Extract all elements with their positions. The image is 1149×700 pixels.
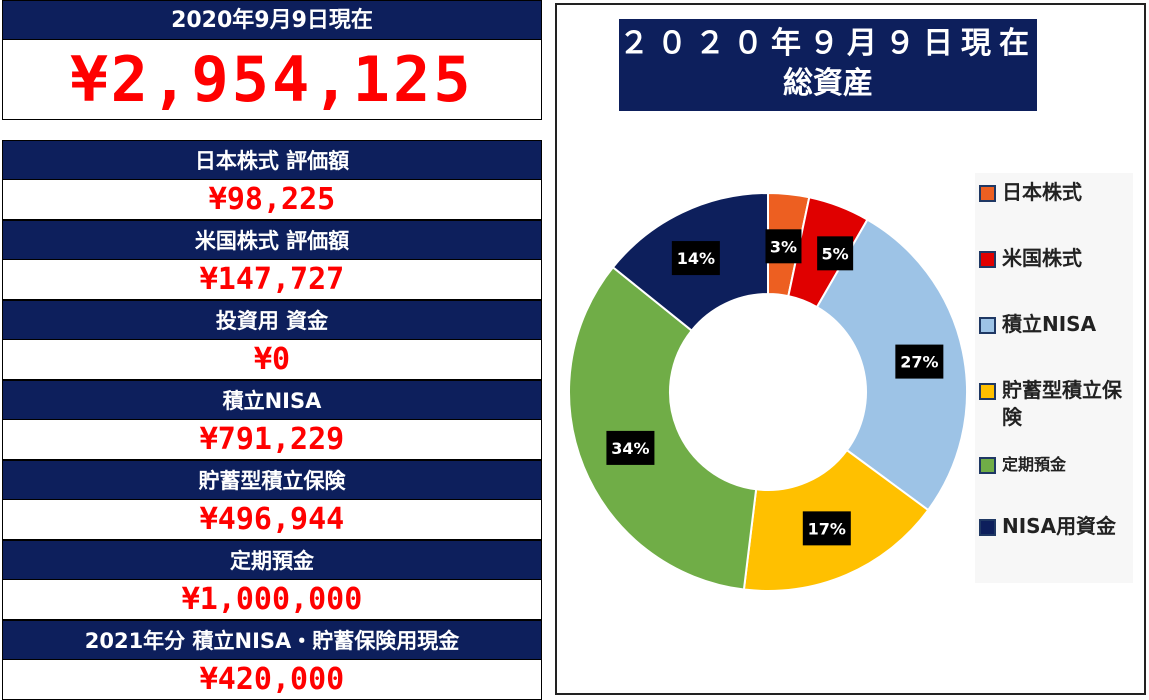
asset-label: 2021年分 積立NISA・貯蓄保険用現金 bbox=[2, 620, 542, 660]
legend-label: 貯蓄型積立保険 bbox=[1002, 378, 1122, 429]
data-label-text: 27% bbox=[900, 353, 938, 372]
data-label: 27% bbox=[895, 344, 944, 379]
chart-title-main: 総資産 bbox=[783, 66, 873, 101]
asset-value: ¥496,944 bbox=[2, 500, 542, 540]
asset-label: 投資用 資金 bbox=[2, 300, 542, 340]
data-label-box bbox=[802, 511, 851, 546]
data-label-box bbox=[765, 229, 802, 264]
legend-label: 日本株式 bbox=[1002, 180, 1082, 204]
asset-label: 積立NISA bbox=[2, 380, 542, 420]
data-label-box bbox=[817, 236, 854, 271]
chart-panel: ２０２０年９月９日現在 総資産 3% 5% 27% 17% 34% 14% 日本株式米国株… bbox=[555, 3, 1146, 695]
asset-summary-panel: 2020年9月9日現在 ¥2,954,125 日本株式 評価額 ¥98,225 … bbox=[2, 0, 542, 700]
data-label-text: 14% bbox=[677, 249, 715, 268]
legend-label: 米国株式 bbox=[1002, 246, 1082, 270]
legend-swatch bbox=[979, 519, 996, 536]
legend-swatch bbox=[979, 457, 996, 474]
data-label: 5% bbox=[817, 236, 854, 271]
asset-label: 定期預金 bbox=[2, 540, 542, 580]
legend-label: NISA用資金 bbox=[1002, 514, 1117, 538]
legend-item: NISA用資金 bbox=[979, 513, 1130, 540]
legend-swatch bbox=[979, 251, 996, 268]
data-label-box bbox=[606, 430, 655, 465]
legend-swatch bbox=[979, 185, 996, 202]
legend-item: 日本株式 bbox=[979, 179, 1130, 206]
data-label: 34% bbox=[606, 430, 655, 465]
spacer bbox=[2, 120, 542, 140]
donut-slice bbox=[568, 265, 758, 591]
asset-list: 日本株式 評価額 ¥98,225 米国株式 評価額 ¥147,727 投資用 資… bbox=[2, 140, 542, 700]
legend-item: 積立NISA bbox=[979, 311, 1130, 338]
data-label-text: 34% bbox=[611, 439, 649, 458]
asset-label: 貯蓄型積立保険 bbox=[2, 460, 542, 500]
asset-value: ¥791,229 bbox=[2, 420, 542, 460]
chart-title-date: ２０２０年９月９日現在 bbox=[619, 26, 1037, 61]
asset-value: ¥1,000,000 bbox=[2, 580, 542, 620]
data-label: 14% bbox=[671, 241, 720, 276]
legend-label: 定期預金 bbox=[1002, 455, 1067, 474]
donut-slice bbox=[815, 218, 968, 512]
legend-swatch bbox=[979, 383, 996, 400]
asset-label: 日本株式 評価額 bbox=[2, 140, 542, 180]
legend-label: 積立NISA bbox=[1002, 312, 1097, 336]
asset-value: ¥98,225 bbox=[2, 180, 542, 220]
data-label-box bbox=[671, 241, 720, 276]
asset-label: 米国株式 評価額 bbox=[2, 220, 542, 260]
data-label-box bbox=[895, 344, 944, 379]
total-assets-value: ¥2,954,125 bbox=[2, 40, 542, 120]
legend-item: 定期預金 bbox=[979, 451, 1130, 478]
data-label-text: 3% bbox=[770, 237, 797, 256]
legend-item: 米国株式 bbox=[979, 245, 1130, 272]
asset-value: ¥147,727 bbox=[2, 260, 542, 300]
data-label-text: 5% bbox=[822, 244, 849, 263]
data-label: 17% bbox=[802, 511, 851, 546]
legend-swatch bbox=[979, 317, 996, 334]
legend-item: 貯蓄型積立保険 bbox=[979, 377, 1130, 431]
chart-legend: 日本株式米国株式積立NISA 貯蓄型積立保険定期預金 NISA用資金 bbox=[975, 173, 1133, 583]
asset-value: ¥420,000 bbox=[2, 660, 542, 700]
chart-title: ２０２０年９月９日現在 総資産 bbox=[619, 19, 1037, 111]
total-date-header: 2020年9月9日現在 bbox=[2, 0, 542, 40]
donut-chart: 3% 5% 27% 17% 34% 14% bbox=[568, 191, 968, 592]
data-label-text: 17% bbox=[808, 519, 846, 538]
data-label: 3% bbox=[765, 229, 802, 264]
asset-value: ¥0 bbox=[2, 340, 542, 380]
